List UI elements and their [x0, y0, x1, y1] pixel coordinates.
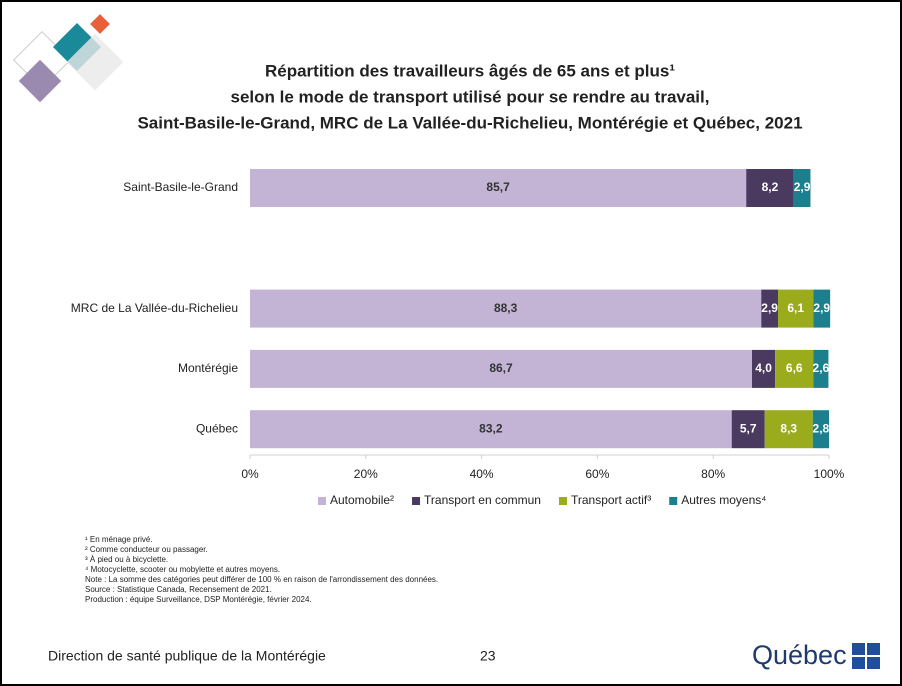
- footnote: Production : équipe Surveillance, DSP Mo…: [85, 595, 312, 604]
- category-label: Montérégie: [178, 361, 238, 375]
- data-label: 2,8: [813, 421, 830, 435]
- x-tick-label: 60%: [585, 467, 609, 481]
- data-label: 86,7: [489, 361, 513, 375]
- chart-title: selon le mode de transport utilisé pour …: [231, 87, 710, 106]
- data-label: 8,3: [780, 421, 797, 435]
- data-label: 6,6: [786, 361, 803, 375]
- legend-label: Automobile²: [330, 493, 394, 507]
- page-number: 23: [480, 648, 496, 664]
- category-label: Québec: [196, 421, 238, 435]
- data-label: 5,7: [740, 421, 757, 435]
- footnote: Note : La somme des catégories peut diff…: [85, 575, 438, 584]
- legend-label: Autres moyens⁴: [681, 493, 766, 507]
- legend-swatch: [412, 497, 420, 505]
- data-label: 88,3: [494, 301, 518, 315]
- footnote: Source : Statistique Canada, Recensement…: [85, 585, 272, 594]
- data-label: 2,9: [761, 301, 778, 315]
- chart-title: Répartition des travailleurs âgés de 65 …: [265, 61, 675, 80]
- data-label: 85,7: [486, 180, 510, 194]
- slide: Répartition des travailleurs âgés de 65 …: [0, 0, 902, 686]
- data-label: 83,2: [479, 421, 503, 435]
- category-label: Saint-Basile-le-Grand: [123, 180, 238, 194]
- chart-title: Saint-Basile-le-Grand, MRC de La Vallée-…: [137, 113, 802, 132]
- legend-label: Transport en commun: [424, 493, 541, 507]
- x-tick-label: 100%: [814, 467, 845, 481]
- logo: Québec: [752, 640, 847, 670]
- data-label: 2,9: [813, 301, 830, 315]
- data-label: 8,2: [762, 180, 779, 194]
- x-tick-label: 0%: [241, 467, 259, 481]
- data-label: 2,9: [794, 180, 811, 194]
- footnote: ³ À pied ou à bicyclette.: [85, 555, 168, 564]
- data-label: 6,1: [787, 301, 804, 315]
- footnote: ⁴ Motocyclette, scooter ou mobylette et …: [85, 565, 280, 574]
- data-label: 2,6: [813, 361, 830, 375]
- footer-organization: Direction de santé publique de la Montér…: [48, 648, 326, 664]
- legend-swatch: [559, 497, 567, 505]
- data-label: 4,0: [755, 361, 772, 375]
- page: Répartition des travailleurs âgés de 65 …: [0, 0, 902, 686]
- legend-swatch: [669, 497, 677, 505]
- category-label: MRC de La Vallée-du-Richelieu: [71, 301, 238, 315]
- x-tick-label: 20%: [354, 467, 378, 481]
- x-tick-label: 80%: [701, 467, 725, 481]
- footnote: ² Comme conducteur ou passager.: [85, 545, 208, 554]
- legend-swatch: [318, 497, 326, 505]
- x-tick-label: 40%: [470, 467, 494, 481]
- footnote: ¹ En ménage privé.: [85, 535, 153, 544]
- logo-flag: [852, 643, 880, 669]
- legend-label: Transport actif³: [571, 493, 651, 507]
